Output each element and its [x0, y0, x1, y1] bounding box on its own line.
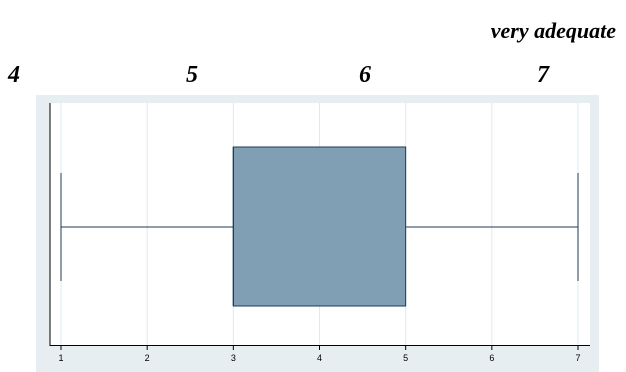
x-tick-label-6: 6: [489, 353, 494, 363]
scale-label-7: 7: [537, 62, 549, 88]
x-tick-label-1: 1: [58, 353, 63, 363]
scale-label-5: 5: [186, 62, 198, 88]
x-tick-label-3: 3: [231, 353, 236, 363]
chart-title: very adequate: [490, 18, 616, 43]
scale-label-4: 4: [8, 62, 20, 88]
x-tick-label-7: 7: [575, 353, 580, 363]
x-axis-ticks: 1 2 3 4 5 6 7: [58, 345, 581, 363]
x-tick-label-5: 5: [403, 353, 408, 363]
x-tick-label-2: 2: [145, 353, 150, 363]
scale-label-6: 6: [359, 62, 371, 88]
box-group: [60, 146, 579, 307]
x-tick-label-4: 4: [317, 353, 322, 363]
interquartile-box: [232, 146, 407, 307]
